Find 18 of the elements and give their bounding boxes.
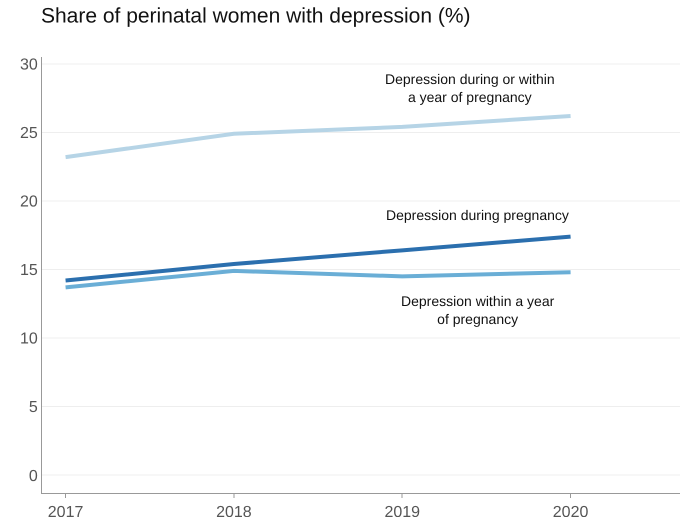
line-series <box>64 234 573 282</box>
y-tick-label: 5 <box>28 399 38 416</box>
x-tick-label: 2020 <box>552 504 588 517</box>
series-label: Depression during pregnancy <box>386 207 569 223</box>
chart-title: Share of perinatal women with depression (%) <box>40 4 471 28</box>
y-tick-label: 15 <box>20 262 38 280</box>
line-series <box>64 268 573 290</box>
y-tick-label: 25 <box>20 125 38 142</box>
y-tick-label: 10 <box>20 330 38 348</box>
line-series <box>64 114 573 160</box>
series-label: Depression within a year of pregnancy <box>401 293 555 328</box>
x-tick-label: 2018 <box>216 504 252 517</box>
x-tick-label: 2019 <box>384 504 420 517</box>
series-label: Depression during or within a year of pregnancy <box>385 71 555 106</box>
y-tick-label: 20 <box>20 194 38 211</box>
y-tick-label: 0 <box>28 468 38 485</box>
y-tick-label: 30 <box>20 56 38 74</box>
x-tick-label: 2017 <box>48 504 84 517</box>
